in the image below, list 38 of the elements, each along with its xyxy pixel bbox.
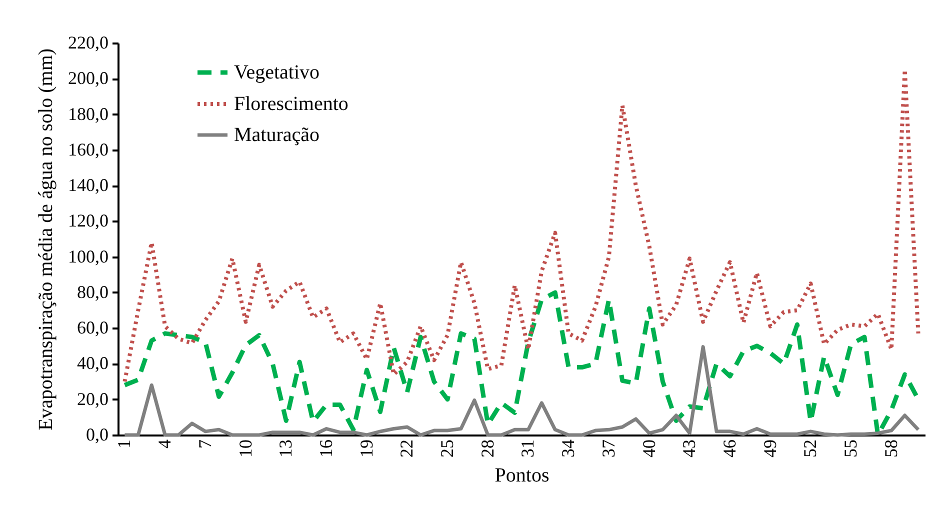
x-tick-label: 25 [437, 440, 458, 458]
y-tick-label: 0,0 [86, 424, 108, 444]
x-tick-label: 4 [154, 440, 175, 448]
legend-label: Florescimento [234, 93, 348, 115]
y-tick-label: 80,0 [77, 282, 108, 302]
x-tick-label: 31 [518, 440, 538, 458]
line-series [122, 345, 920, 437]
x-tick-label: 58 [880, 440, 901, 458]
y-tick-label: 180,0 [68, 104, 108, 124]
x-tick-label: 22 [396, 440, 417, 458]
x-tick-label: 52 [800, 440, 820, 458]
x-tick-label: 49 [760, 440, 780, 458]
x-tick-label: 28 [477, 440, 498, 458]
x-tick-label: 46 [719, 440, 740, 458]
x-tick-label: 7 [194, 440, 215, 448]
y-axis-title: Evapotranspiração média de água no solo (mm) [35, 48, 57, 431]
x-tick-label: 40 [638, 440, 659, 458]
x-tick-label: 16 [316, 440, 336, 458]
x-tick-label: 55 [840, 440, 861, 458]
x-tick-label: 13 [276, 440, 296, 458]
y-tick-label: 40,0 [77, 353, 108, 374]
legend-label: Vegetativo [234, 62, 320, 84]
y-tick-label: 220,0 [68, 32, 108, 52]
x-tick-label: 37 [598, 440, 618, 458]
y-tick-label: 200,0 [68, 68, 108, 88]
x-tick-label: 10 [235, 440, 256, 458]
x-axis-title: Pontos [494, 464, 550, 486]
y-tick-label: 120,0 [68, 210, 108, 231]
x-tick-label: 19 [356, 440, 376, 458]
x-tick-label: 34 [558, 440, 578, 458]
y-tick-label: 160,0 [68, 139, 108, 160]
x-tick-label: 43 [679, 440, 700, 458]
y-tick-label: 20,0 [77, 388, 108, 409]
x-tick-label: 1 [114, 440, 134, 448]
y-tick-label: 60,0 [77, 318, 108, 338]
y-tick-label: 100,0 [68, 246, 108, 266]
legend-label: Maturação [234, 124, 320, 146]
y-tick-label: 140,0 [68, 175, 108, 196]
